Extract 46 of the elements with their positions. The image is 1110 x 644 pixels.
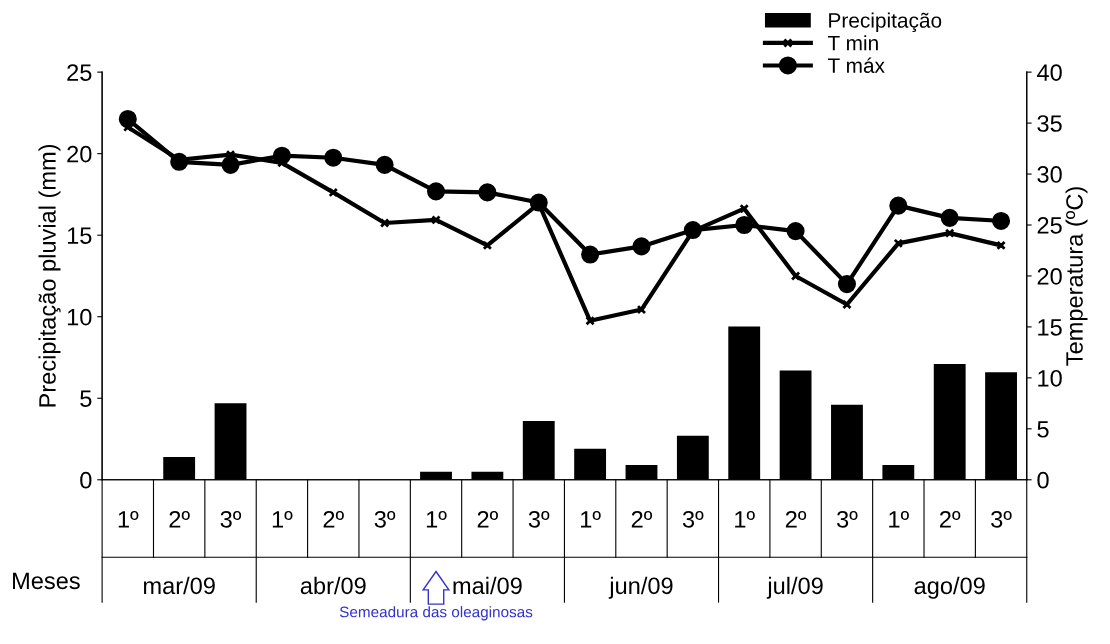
text: Semeadura das oleaginosas: [339, 606, 533, 621]
y2-tick-label: 0: [1037, 471, 1049, 489]
y2-tick-label: 35: [1037, 115, 1062, 132]
y2-tick-label: 25: [1037, 217, 1062, 234]
text: ago/09: [914, 576, 985, 599]
legend-label: T min: [827, 35, 878, 51]
text: jul/09: [766, 576, 823, 599]
x-tick-label: 1º: [118, 510, 139, 528]
text: abr/09: [300, 576, 366, 595]
y-tick-label: 15: [67, 227, 92, 244]
x-tick-label: 2º: [323, 510, 344, 528]
y-tick-label: 5: [80, 390, 92, 408]
y2-tick-label: 20: [1037, 268, 1062, 285]
legend-label: Precipitação: [829, 12, 942, 33]
text: jun/09: [608, 576, 673, 599]
x-tick-label: 1º: [581, 510, 601, 528]
x-tick-label: 3º: [374, 510, 396, 528]
text: mai/09: [453, 576, 522, 595]
x-tick-label: 1º: [735, 510, 755, 528]
x-tick-label: 2º: [940, 510, 961, 528]
y2-tick-label: 15: [1038, 319, 1062, 336]
x-tick-label: 2º: [785, 510, 807, 528]
y-tick-label: 0: [80, 471, 92, 489]
y2-tick-label: 30: [1037, 166, 1062, 183]
y-axis-title: Precipitação pluvial (mm): [38, 144, 61, 407]
y-tick-label: 20: [67, 145, 92, 163]
y2-tick-label: 40: [1037, 64, 1062, 81]
x-tick-label: 3º: [991, 510, 1012, 528]
x-tick-label: 2º: [477, 510, 498, 528]
x-tick-label: 3º: [682, 510, 704, 528]
y2-tick-label: 5: [1037, 421, 1049, 438]
x-tick-label: 2º: [169, 510, 190, 528]
y-tick-label: 25: [67, 64, 92, 81]
text: Meses: [13, 572, 80, 590]
x-tick-label: 2º: [631, 510, 653, 528]
x-tick-label: 1º: [272, 510, 293, 528]
text: mar/09: [144, 576, 215, 595]
x-tick-label: 3º: [220, 510, 242, 528]
legend-label: T máx: [827, 57, 885, 73]
x-tick-label: 1º: [889, 510, 909, 528]
y-tick-label: 10: [67, 308, 92, 326]
y2-axis-title: Temperatura (ºC): [1065, 187, 1088, 366]
y2-tick-label: 10: [1038, 369, 1062, 387]
x-tick-label: 3º: [836, 510, 858, 528]
x-tick-label: 3º: [528, 510, 550, 528]
x-tick-label: 1º: [426, 510, 447, 528]
